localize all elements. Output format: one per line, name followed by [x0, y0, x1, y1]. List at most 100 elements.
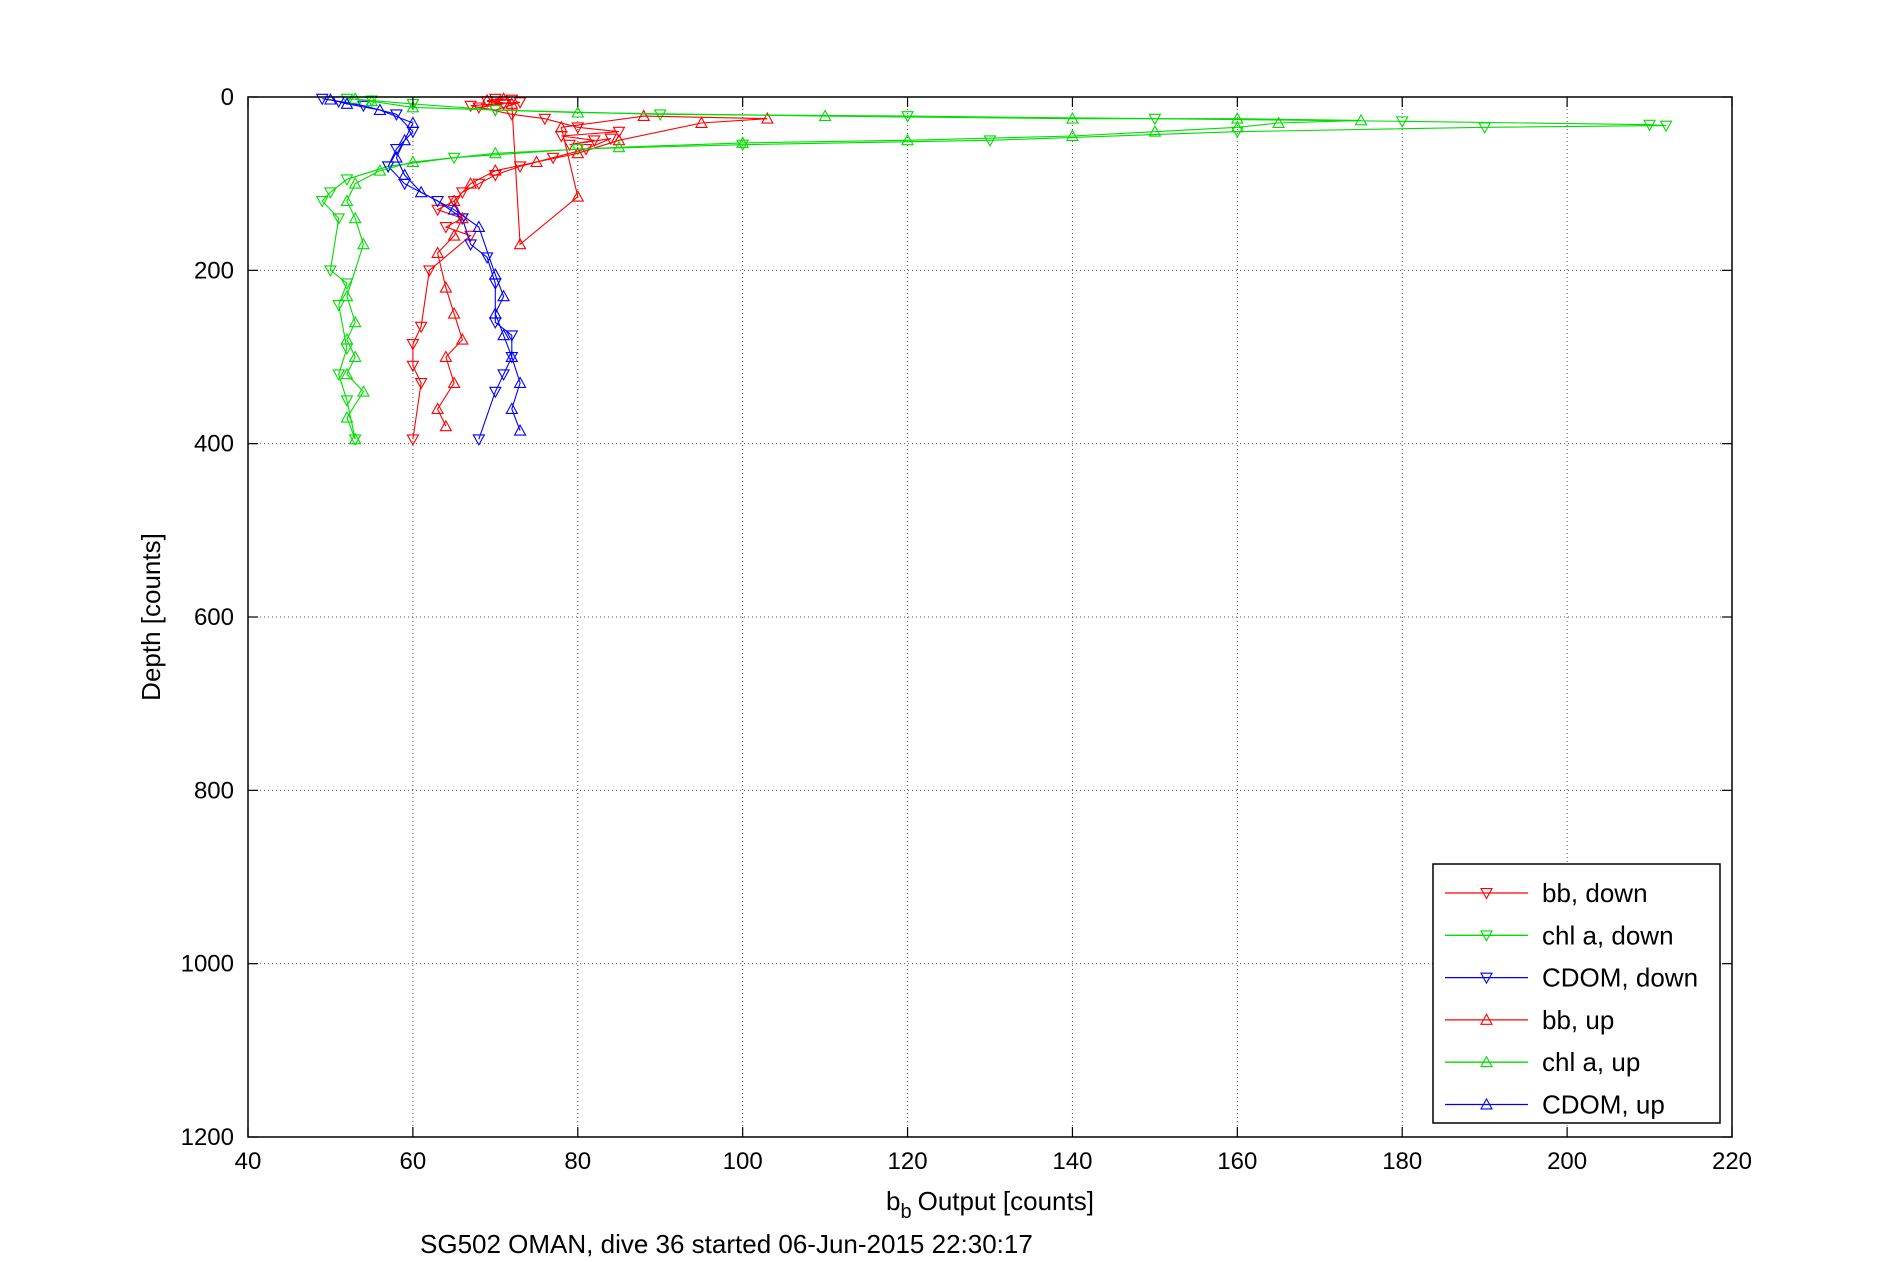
data-point	[497, 369, 511, 381]
x-tick-label: 80	[564, 1148, 591, 1175]
data-point	[348, 92, 362, 104]
data-point	[1148, 125, 1162, 137]
x-tick-label: 220	[1712, 1148, 1752, 1175]
data-point	[1659, 120, 1673, 133]
series-group	[315, 92, 1673, 446]
data-point	[414, 321, 428, 334]
legend: bb, down chl a, down CDOM, down bb, up chl a…	[1432, 863, 1721, 1124]
data-point	[1230, 112, 1244, 124]
data-point	[340, 289, 354, 302]
data-point	[1478, 122, 1492, 134]
data-point	[406, 360, 420, 373]
data-point	[406, 434, 420, 446]
x-tick-label: 100	[723, 1148, 763, 1175]
data-point	[464, 239, 478, 251]
legend-marker	[1480, 930, 1493, 942]
series-line	[436, 98, 768, 427]
data-point	[1354, 113, 1368, 126]
data-point	[637, 109, 651, 122]
data-point	[447, 194, 461, 206]
data-point	[340, 194, 354, 206]
x-axis-title-prefix: b	[886, 1186, 900, 1216]
y-tick-label: 600	[194, 604, 234, 631]
data-point	[422, 265, 436, 277]
data-point	[332, 213, 346, 225]
data-point	[513, 424, 527, 436]
data-point	[497, 328, 511, 341]
data-point	[480, 93, 494, 106]
legend-marker	[1480, 1013, 1493, 1025]
data-point	[332, 369, 346, 381]
data-point	[497, 98, 511, 111]
series-5	[324, 92, 527, 436]
legend-label: bb, up	[1542, 1005, 1614, 1035]
y-tick-label: 1000	[181, 951, 234, 978]
data-point	[431, 402, 445, 414]
x-tick-label: 140	[1052, 1148, 1092, 1175]
data-point	[365, 94, 379, 107]
data-point	[472, 220, 486, 232]
data-point	[488, 386, 502, 399]
data-point	[497, 92, 511, 104]
data-point	[983, 135, 997, 147]
data-point	[1230, 120, 1244, 133]
data-point	[389, 144, 403, 156]
x-axis-title-subscript: b	[901, 1201, 912, 1223]
data-point	[488, 164, 502, 176]
data-point	[439, 281, 453, 293]
data-point	[488, 307, 502, 319]
data-point	[373, 103, 387, 115]
data-point	[571, 122, 585, 134]
data-point	[1395, 116, 1409, 128]
data-point	[1066, 112, 1079, 124]
data-point	[439, 350, 453, 362]
data-point	[340, 278, 354, 290]
data-point	[431, 204, 445, 217]
ticks-group: 40 60 80 100 120 140 160 180 200 220 0 200 400 600 800…	[181, 84, 1752, 1175]
data-point	[447, 203, 461, 215]
data-point	[348, 350, 362, 362]
data-point	[612, 140, 626, 153]
data-point	[324, 265, 337, 277]
data-point	[464, 177, 478, 189]
data-point	[340, 333, 354, 345]
data-point	[389, 151, 403, 163]
data-point	[538, 113, 552, 126]
series-3	[431, 92, 774, 432]
chart-caption: SG502 OMAN, dive 36 started 06-Jun-2015 …	[420, 1229, 1033, 1259]
legend-marker	[1480, 1097, 1493, 1110]
data-point	[464, 100, 478, 113]
series-4	[340, 92, 1368, 445]
legend-label: bb, down	[1542, 878, 1648, 908]
y-tick-label: 800	[194, 777, 234, 804]
data-point	[431, 246, 445, 258]
data-point	[414, 378, 428, 390]
data-point	[472, 434, 486, 446]
data-point	[348, 432, 362, 445]
data-point	[530, 155, 543, 167]
data-point	[901, 133, 914, 146]
x-axis-title-text: Output [counts]	[918, 1186, 1094, 1216]
data-point	[398, 133, 412, 146]
data-point	[695, 116, 708, 128]
data-point	[439, 222, 453, 234]
y-tick-label: 400	[194, 431, 234, 458]
data-point	[340, 93, 354, 106]
data-point	[488, 146, 502, 159]
y-tick-label: 200	[194, 257, 234, 284]
y-tick-label: 0	[221, 84, 234, 111]
data-point	[447, 229, 461, 241]
data-point	[571, 105, 585, 118]
data-point	[431, 196, 445, 208]
data-point	[315, 93, 329, 106]
legend-label: CDOM, down	[1542, 963, 1698, 993]
data-point	[1643, 119, 1656, 132]
data-point	[612, 133, 626, 146]
legend-marker	[1480, 1055, 1493, 1068]
data-point	[373, 164, 387, 176]
data-point	[818, 109, 832, 122]
data-point	[653, 109, 667, 121]
data-point	[340, 411, 354, 423]
data-point	[505, 350, 519, 362]
